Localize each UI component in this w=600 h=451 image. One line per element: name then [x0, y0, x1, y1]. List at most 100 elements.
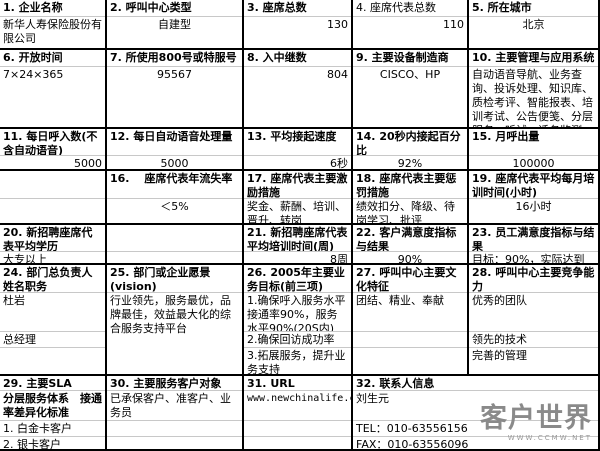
- cell-header: [0, 171, 105, 199]
- cell-c2: 2. 呼叫中心类型 自建型: [107, 0, 244, 50]
- cell-header: 17. 座席代表主要激励措施: [244, 171, 351, 199]
- cell-value: 110: [443, 18, 464, 31]
- cell-value: 优秀的团队: [469, 293, 598, 332]
- cell-blank2: [107, 225, 244, 265]
- cell-header: 14. 20秒内接起百分比: [353, 129, 467, 156]
- cell-header: 26. 2005年主要业务目标(前三项): [244, 265, 351, 293]
- cell-header: 13. 平均接起速度: [244, 129, 351, 156]
- cell-header: 18. 座席代表主要惩罚措施: [353, 171, 467, 199]
- cell-value: 行业领先，服务最优，品牌最佳，效益最大化的综合服务支持平台: [110, 294, 231, 335]
- cell-header: 25. 部门或企业愿景(vision): [107, 265, 242, 293]
- url-link[interactable]: [244, 421, 351, 437]
- cell-c32: 32. 联系人信息 刘生元 TEL：010-63556156 FAX：010-6355…: [353, 376, 600, 451]
- cell-value: 自建型: [158, 18, 191, 31]
- cell-value: 自动语音导航、业务查询、投诉处理、知识库、质检考评、智能报表、培训考试、公告便笺…: [472, 68, 593, 127]
- cell-header: 27. 呼叫中心主要文化特征: [353, 265, 467, 293]
- cell-value: 6秒: [330, 157, 348, 169]
- cell-value: 大专以上: [3, 253, 47, 263]
- cell-c25: 25. 部门或企业愿景(vision) 行业领先，服务最优，品牌最佳，效益最大化的…: [107, 265, 244, 376]
- cell-header: 28. 呼叫中心主要竞争能力: [469, 265, 598, 293]
- cell-c20: 20. 新招聘座席代表平均学历 大专以上: [0, 225, 107, 265]
- cell-c30: 30. 主要服务客户对象 已承保客户、准客户、业务员: [107, 376, 244, 451]
- cell-value: 2. 银卡客户>=90%: [3, 438, 61, 449]
- cell-header: 9. 主要设备制造商: [353, 50, 467, 67]
- cell-header: 11. 每日呼入数(不含自动语音): [0, 129, 105, 156]
- cell-c11: 11. 每日呼入数(不含自动语音) 5000: [0, 129, 107, 171]
- cell-c6: 6. 开放时间 7×24×365: [0, 50, 107, 129]
- cell-value: 总经理: [0, 332, 105, 348]
- cell-header: 12. 每日自动语音处理量: [107, 129, 242, 156]
- cell-value: [0, 348, 105, 374]
- cell-value: 95567: [157, 68, 192, 81]
- cell-header: 5. 所在城市: [469, 0, 598, 17]
- cell-c3: 3. 座席总数 130: [244, 0, 353, 50]
- cell-header: 29. 主要SLA: [0, 376, 105, 391]
- cell-c4: 4. 座席代表总数 110: [353, 0, 469, 50]
- cell-value: 杜岩: [0, 293, 105, 332]
- cell-value: 3.拓展服务，提升业务支持: [247, 349, 346, 374]
- cell-header: 31. URL: [244, 376, 351, 391]
- cell-value: 北京: [522, 18, 545, 31]
- cell-value: 5000: [160, 157, 189, 169]
- cell-c17: 17. 座席代表主要激励措施 奖金、薪酬、培训、晋升、转岗: [244, 171, 353, 225]
- cell-c22: 22. 客户满意度指标与结果 90%: [353, 225, 469, 265]
- cell-value: 7×24×365: [3, 68, 64, 81]
- cell-header: 15. 月呼出量: [469, 129, 598, 156]
- cell-c24: 24. 部门总负责人姓名职务 杜岩 总经理: [0, 265, 107, 376]
- cell-header: 32. 联系人信息: [353, 376, 598, 391]
- cell-header: 16. 座席代表年流失率: [107, 171, 242, 199]
- cell-c15: 15. 月呼出量 100000: [469, 129, 600, 171]
- cell-header: 1. 企业名称: [0, 0, 105, 17]
- cell-value: [107, 437, 242, 449]
- cell-value: 领先的技术: [469, 332, 598, 348]
- cell-c10: 10. 主要管理与应用系统 自动语音导航、业务查询、投诉处理、知识库、质检考评、智…: [469, 50, 600, 129]
- cell-header: 30. 主要服务客户对象: [107, 376, 242, 391]
- cell-value: [353, 332, 467, 348]
- cell-value: 16小时: [515, 200, 552, 213]
- cell-value: CISCO、HP: [379, 68, 441, 81]
- cell-value: [107, 252, 242, 263]
- cell-value: 1. 白金卡客户>=95%;: [0, 421, 105, 437]
- cell-c12: 12. 每日自动语音处理量 5000: [107, 129, 244, 171]
- cell-c7: 7. 所使用800号或特服号 95567: [107, 50, 244, 129]
- cell-header: 10. 主要管理与应用系统: [469, 50, 598, 67]
- cell-c27: 27. 呼叫中心主要文化特征 团结、精业、奉献: [353, 265, 469, 376]
- cell-c28: 28. 呼叫中心主要竞争能力 优秀的团队 领先的技术 完善的管理: [469, 265, 600, 376]
- cell-value: 804: [327, 68, 348, 81]
- cell-header: 21. 新招聘座席代表平均培训时间(周): [244, 225, 351, 252]
- cell-c8: 8. 入中继数 804: [244, 50, 353, 129]
- cell-value: 分层服务体系 接通率差异化标准: [0, 391, 105, 421]
- cell-value: 90%: [397, 253, 423, 263]
- cell-header: 2. 呼叫中心类型: [107, 0, 242, 17]
- cell-value: TEL：010-63556156: [353, 421, 598, 437]
- cell-header: 23. 员工满意度指标与结果: [469, 225, 598, 252]
- cell-value: 8周: [330, 253, 348, 263]
- cell-header: 19. 座席代表平均每月培训时间(小时): [469, 171, 598, 199]
- url-link[interactable]: www.newchinalife.com: [244, 391, 351, 421]
- cell-value: 新华人寿保险股份有限公司: [3, 18, 102, 45]
- cell-header: 24. 部门总负责人姓名职务: [0, 265, 105, 293]
- cell-header: 20. 新招聘座席代表平均学历: [0, 225, 105, 252]
- cell-c26: 26. 2005年主要业务目标(前三项) 1.确保呼入服务水平接通率90%，服务水…: [244, 265, 353, 376]
- cell-value: 5000: [74, 157, 102, 169]
- cell-c1: 1. 企业名称 新华人寿保险股份有限公司: [0, 0, 107, 50]
- cell-header: 6. 开放时间: [0, 50, 105, 67]
- url-link[interactable]: [244, 437, 351, 449]
- cell-value: [353, 348, 467, 374]
- cell-header: [107, 225, 242, 252]
- cell-value: 130: [327, 18, 348, 31]
- cell-c5: 5. 所在城市 北京: [469, 0, 600, 50]
- cell-value: 1.确保呼入服务水平接通率90%，服务水平90%(20S内): [244, 293, 351, 332]
- cell-c9: 9. 主要设备制造商 CISCO、HP: [353, 50, 469, 129]
- cell-header: 22. 客户满意度指标与结果: [353, 225, 467, 252]
- cell-header: 3. 座席总数: [244, 0, 351, 17]
- cell-header: 7. 所使用800号或特服号: [107, 50, 242, 67]
- cell-header: 8. 入中继数: [244, 50, 351, 67]
- cell-c13: 13. 平均接起速度 6秒: [244, 129, 353, 171]
- cell-value: 100000: [512, 157, 555, 169]
- cell-c14: 14. 20秒内接起百分比 92%: [353, 129, 469, 171]
